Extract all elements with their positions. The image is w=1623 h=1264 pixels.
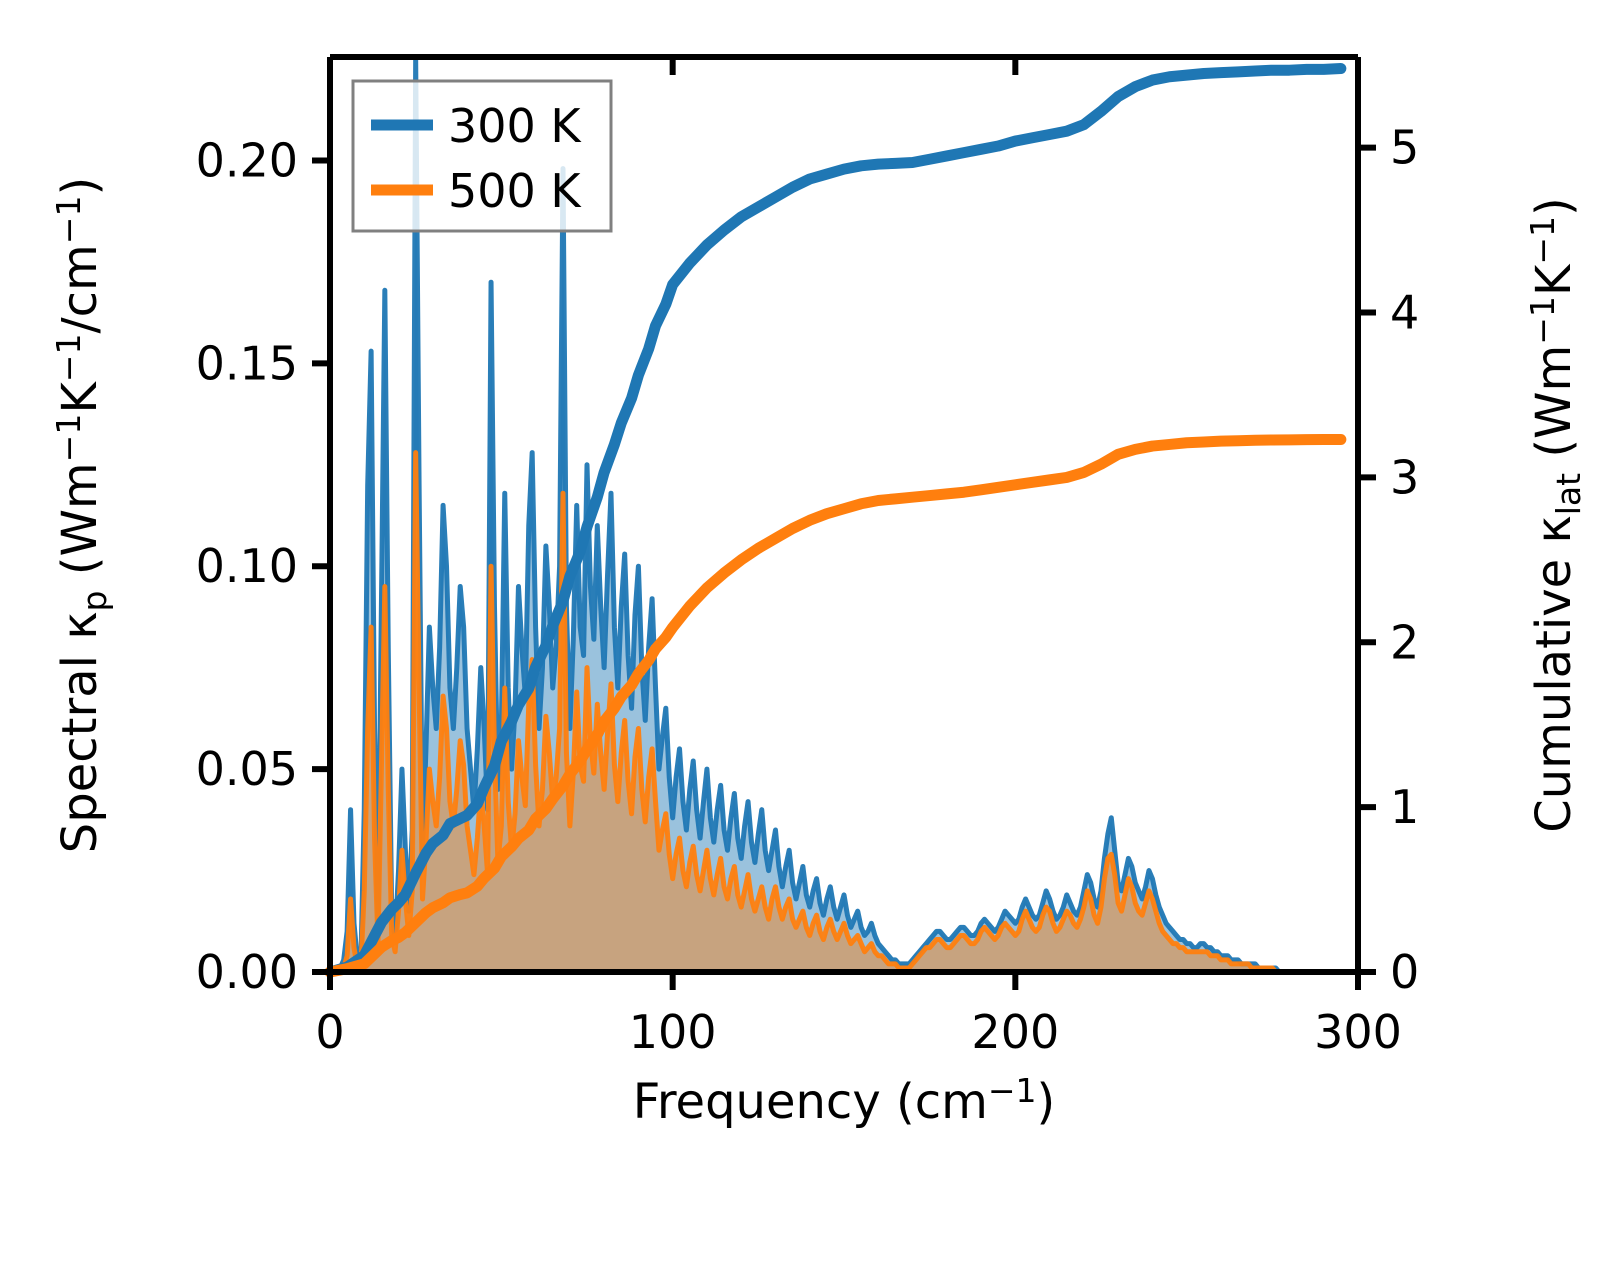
y-axis-right-label: Cumulative κlat (Wm−1K−1) xyxy=(1523,197,1588,833)
cumulative-line-500k xyxy=(324,433,1347,978)
y-right-tick-label: 0 xyxy=(1390,945,1419,999)
x-tick-label: 0 xyxy=(315,1005,344,1059)
x-tick-label: 100 xyxy=(629,1005,717,1059)
cumulative-curves xyxy=(324,63,1347,978)
y-left-tick-label: 0.20 xyxy=(196,133,298,187)
legend[interactable]: 300 K 500 K xyxy=(351,79,613,233)
spectral-fill-500k xyxy=(330,452,1324,972)
cumulative-line-300k xyxy=(324,63,1347,978)
axis-ticks xyxy=(312,57,1376,990)
legend-box xyxy=(351,79,613,233)
axes-spines xyxy=(327,54,1361,975)
y-right-tick-label: 2 xyxy=(1390,615,1419,669)
legend-label-300k: 300 K xyxy=(448,99,582,153)
x-axis-label: Frequency (cm−1) xyxy=(633,1071,1056,1130)
y-left-tick-label: 0.05 xyxy=(196,742,298,796)
y-left-tick-label: 0.10 xyxy=(196,539,298,593)
y-axis-left-label: Spectral κp (Wm−1K−1/cm−1) xyxy=(49,177,114,853)
x-tick-label: 200 xyxy=(971,1005,1059,1059)
y-left-tick-label: 0.00 xyxy=(196,945,298,999)
y-right-tick-label: 4 xyxy=(1390,286,1419,340)
y-right-tick-label: 5 xyxy=(1390,121,1419,175)
y-right-tick-label: 3 xyxy=(1390,450,1419,504)
spectral-curves xyxy=(327,56,1327,975)
spectral-line-500k xyxy=(327,450,1327,975)
x-tick-label: 300 xyxy=(1314,1005,1402,1059)
spectral-line-300k xyxy=(327,56,1327,975)
y-left-tick-label: 0.15 xyxy=(196,336,298,390)
legend-label-500k: 500 K xyxy=(448,164,582,218)
axis-tick-labels: 0 100 200 300 0.00 0.05 0.10 0.15 0.20 0 1 2 3 4 5 xyxy=(196,121,1420,1059)
y-right-tick-label: 1 xyxy=(1390,780,1419,834)
